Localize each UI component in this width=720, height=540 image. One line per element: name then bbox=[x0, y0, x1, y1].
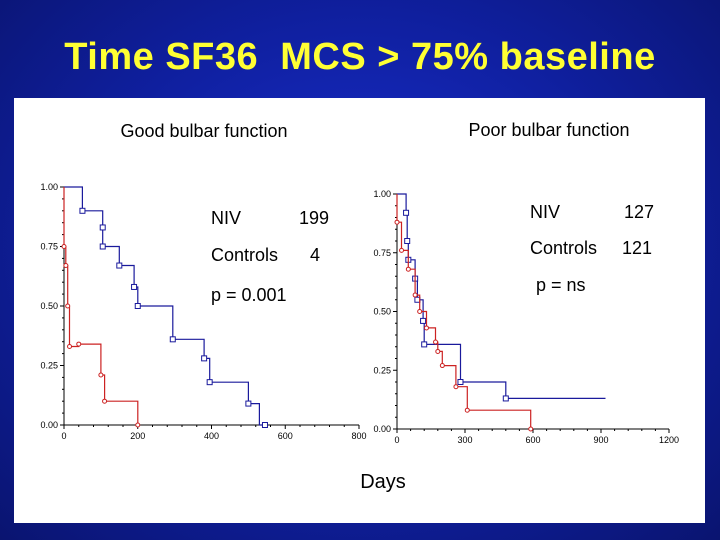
left-controls-marker bbox=[65, 303, 71, 309]
right-niv-marker bbox=[502, 395, 509, 402]
left-niv-marker bbox=[206, 379, 213, 386]
right-x-tick-label: 1200 bbox=[659, 435, 679, 445]
left-y-tick-label: 0.00 bbox=[40, 420, 58, 430]
right-y-tick-label: 0.50 bbox=[373, 307, 391, 317]
right-niv-marker bbox=[404, 238, 411, 244]
left-annotation-controls: Controls bbox=[211, 245, 278, 265]
right-controls-marker bbox=[405, 266, 411, 272]
left-annotation-niv: NIV bbox=[211, 208, 241, 228]
left-niv-marker bbox=[99, 224, 106, 231]
right-y-tick-label: 1.00 bbox=[373, 189, 391, 199]
left-controls-marker bbox=[63, 263, 69, 269]
right-annotation-controls-count: 121 bbox=[622, 238, 652, 258]
x-axis-label: Days bbox=[360, 471, 406, 493]
left-niv-marker bbox=[169, 336, 176, 343]
right-niv-marker bbox=[403, 209, 410, 216]
left-x-tick-label: 200 bbox=[130, 431, 145, 441]
left-y-tick-label: 0.25 bbox=[40, 361, 58, 371]
right-niv-marker bbox=[420, 317, 427, 324]
left-controls-marker bbox=[135, 422, 141, 428]
right-x-tick-label: 300 bbox=[457, 435, 472, 445]
left-niv-marker bbox=[261, 422, 268, 428]
left-x-tick-label: 400 bbox=[204, 431, 219, 441]
left-x-tick-label: 0 bbox=[61, 431, 66, 441]
left-x-tick-label: 600 bbox=[278, 431, 293, 441]
left-y-tick-label: 0.50 bbox=[40, 301, 58, 311]
right-y-tick-label: 0.75 bbox=[373, 248, 391, 258]
right-controls-marker bbox=[417, 309, 423, 314]
left-niv-marker bbox=[134, 303, 141, 309]
left-niv-marker bbox=[131, 283, 138, 290]
right-controls-marker bbox=[439, 363, 445, 369]
right-annotation-pvalue: p = ns bbox=[536, 275, 586, 295]
left-annotation-controls-count: 4 bbox=[310, 245, 320, 265]
left-niv-marker bbox=[99, 243, 106, 250]
left-controls-marker bbox=[98, 372, 104, 378]
right-controls-marker bbox=[412, 292, 418, 298]
km-charts: Good bulbar function Poor bulbar functio… bbox=[40, 120, 679, 493]
right-annotation-niv: NIV bbox=[530, 202, 560, 222]
left-controls-marker bbox=[76, 341, 82, 347]
left-annotation-pvalue: p = 0.001 bbox=[211, 285, 287, 305]
chart-panel: Good bulbar function Poor bulbar functio… bbox=[14, 98, 705, 523]
right-niv-marker bbox=[421, 341, 428, 348]
left-annotation-niv-count: 199 bbox=[299, 208, 329, 228]
left-niv-marker bbox=[245, 400, 252, 407]
left-controls-marker bbox=[102, 398, 108, 404]
right-niv-line bbox=[397, 193, 606, 399]
left-controls-line bbox=[63, 187, 139, 425]
left-niv-marker bbox=[79, 207, 86, 214]
right-controls-marker bbox=[399, 247, 405, 253]
right-controls-marker bbox=[435, 348, 441, 354]
left-niv-marker bbox=[116, 262, 123, 269]
right-controls-line bbox=[396, 194, 532, 429]
right-annotation-controls: Controls bbox=[530, 238, 597, 258]
left-controls-marker bbox=[61, 244, 67, 249]
left-y-tick-label: 1.00 bbox=[40, 182, 58, 192]
right-controls-marker bbox=[464, 407, 470, 413]
right-niv-marker bbox=[457, 379, 464, 385]
right-controls-marker bbox=[453, 384, 459, 390]
left-x-tick-label: 800 bbox=[351, 431, 366, 441]
right-x-tick-label: 0 bbox=[394, 435, 399, 445]
left-y-tick-label: 0.75 bbox=[40, 242, 58, 252]
right-chart-title: Poor bulbar function bbox=[468, 120, 629, 140]
right-y-tick-label: 0.25 bbox=[373, 365, 391, 375]
right-x-tick-label: 600 bbox=[525, 435, 540, 445]
right-controls-marker bbox=[433, 339, 439, 345]
right-y-tick-label: 0.00 bbox=[373, 424, 391, 434]
left-controls-marker bbox=[67, 343, 73, 349]
right-x-tick-label: 900 bbox=[593, 435, 608, 445]
right-controls-marker bbox=[394, 219, 400, 225]
left-chart-title: Good bulbar function bbox=[120, 121, 287, 141]
right-controls-marker bbox=[423, 325, 429, 331]
left-niv-marker bbox=[201, 355, 208, 362]
right-annotation-niv-count: 127 bbox=[624, 202, 654, 222]
right-controls-marker bbox=[528, 426, 534, 432]
slide-title: Time SF36 MCS > 75% baseline bbox=[64, 36, 656, 78]
